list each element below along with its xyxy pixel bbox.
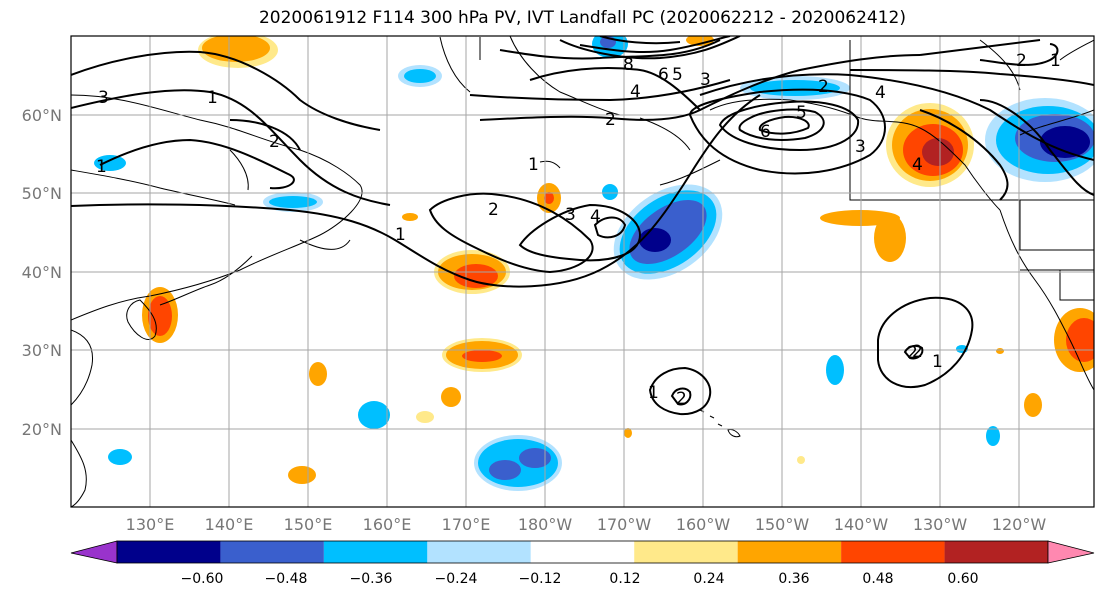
contour-label: 2 (605, 110, 616, 130)
map-plot-area: 3 1 1 2 1 2 3 4 1 8 6 5 4 3 2 2 4 3 6 5 … (71, 36, 1094, 507)
lon-label: 120°W (992, 515, 1047, 534)
lon-label: 130°E (126, 515, 175, 534)
colorbar-tick-label: −0.24 (435, 571, 478, 587)
colorbar-box (944, 541, 1048, 563)
map-title: 2020061912 F114 300 hPa PV, IVT Landfall… (258, 8, 906, 28)
contour-label: 3 (565, 205, 576, 225)
colorbar-box (117, 541, 221, 563)
graticule (71, 36, 1094, 507)
colorbar-box (220, 541, 324, 563)
longitude-labels: 130°E 140°E 150°E 160°E 170°E 180°W 170°… (126, 515, 1047, 534)
lat-label: 20°N (22, 420, 62, 439)
lon-label: 140°W (834, 515, 889, 534)
lon-label: 160°E (363, 515, 412, 534)
contour-label: 3 (855, 137, 866, 157)
contour-label: 2 (818, 77, 829, 97)
lat-label: 50°N (22, 184, 62, 203)
contour-label: 5 (796, 103, 807, 123)
colorbar-boxes (116, 540, 1049, 564)
contour-label: 1 (395, 225, 406, 245)
contour-label: 8 (623, 55, 634, 75)
lon-label: 150°E (284, 515, 333, 534)
coastlines (71, 36, 1094, 507)
lon-label: 180°W (518, 515, 573, 534)
lon-label: 140°E (205, 515, 254, 534)
lon-label: 130°W (913, 515, 968, 534)
colorbar-tick-label: −0.12 (519, 571, 562, 587)
contour-label: 2 (907, 343, 918, 363)
lat-label: 30°N (22, 341, 62, 360)
contour-label: 2 (912, 342, 923, 362)
colorbar-tick-label: −0.60 (181, 571, 224, 587)
colorbar-tick-label: 0.24 (693, 571, 724, 587)
colorbar-box (530, 541, 635, 563)
contour-label: 1 (528, 155, 539, 175)
colorbar-box (841, 541, 945, 563)
colorbar-tick-label: −0.36 (350, 571, 393, 587)
contour-label: 3 (700, 70, 711, 90)
lat-label: 60°N (22, 106, 62, 125)
colorbar-box (323, 541, 428, 563)
contour-label: 3 (98, 88, 109, 108)
colorbar-tick-label: 0.12 (609, 571, 640, 587)
colorbar-extend-max (1047, 540, 1095, 564)
contour-label: 1 (207, 88, 218, 108)
contour-label: 1 (932, 352, 943, 372)
colorbar-box (427, 541, 531, 563)
contour-label: 2 (676, 389, 687, 409)
contour-lines (71, 36, 1094, 416)
map-frame (70, 35, 1095, 508)
contour-label: 6 (658, 65, 669, 85)
colorbar-tick-label: 0.48 (862, 571, 893, 587)
latitude-labels: 60°N 50°N 40°N 30°N 20°N (22, 106, 62, 439)
contour-label: 2 (488, 200, 499, 220)
lon-label: 160°W (676, 515, 731, 534)
contour-labels: 3 1 1 2 1 2 3 4 1 8 6 5 4 3 2 2 4 3 6 5 … (96, 51, 1061, 409)
contour-label: 5 (672, 65, 683, 85)
colorbar: −0.60 −0.48 −0.36 −0.24 −0.12 0.12 0.24 … (70, 540, 1095, 587)
contour-label: 4 (590, 207, 601, 227)
colorbar-tick-labels: −0.60 −0.48 −0.36 −0.24 −0.12 0.12 0.24 … (181, 571, 979, 587)
contour-label: 2 (1016, 51, 1027, 71)
lon-label: 170°E (442, 515, 491, 534)
colorbar-tick-label: 0.60 (947, 571, 978, 587)
contour-label: 1 (1050, 51, 1061, 71)
contour-label: 2 (269, 132, 280, 152)
colorbar-tick-label: 0.36 (778, 571, 809, 587)
contour-label: 1 (96, 157, 107, 177)
contour-label: 4 (912, 155, 923, 175)
colorbar-box (737, 541, 842, 563)
colorbar-box (634, 541, 738, 563)
contour-label: 6 (760, 122, 771, 142)
lon-label: 170°W (597, 515, 652, 534)
contour-label: 4 (875, 83, 886, 103)
colorbar-tick-label: −0.48 (265, 571, 308, 587)
contour-label: 4 (630, 82, 641, 102)
colorbar-extend-min (70, 540, 118, 564)
lon-label: 150°W (755, 515, 810, 534)
contour-label: 1 (648, 383, 659, 403)
lat-label: 40°N (22, 263, 62, 282)
